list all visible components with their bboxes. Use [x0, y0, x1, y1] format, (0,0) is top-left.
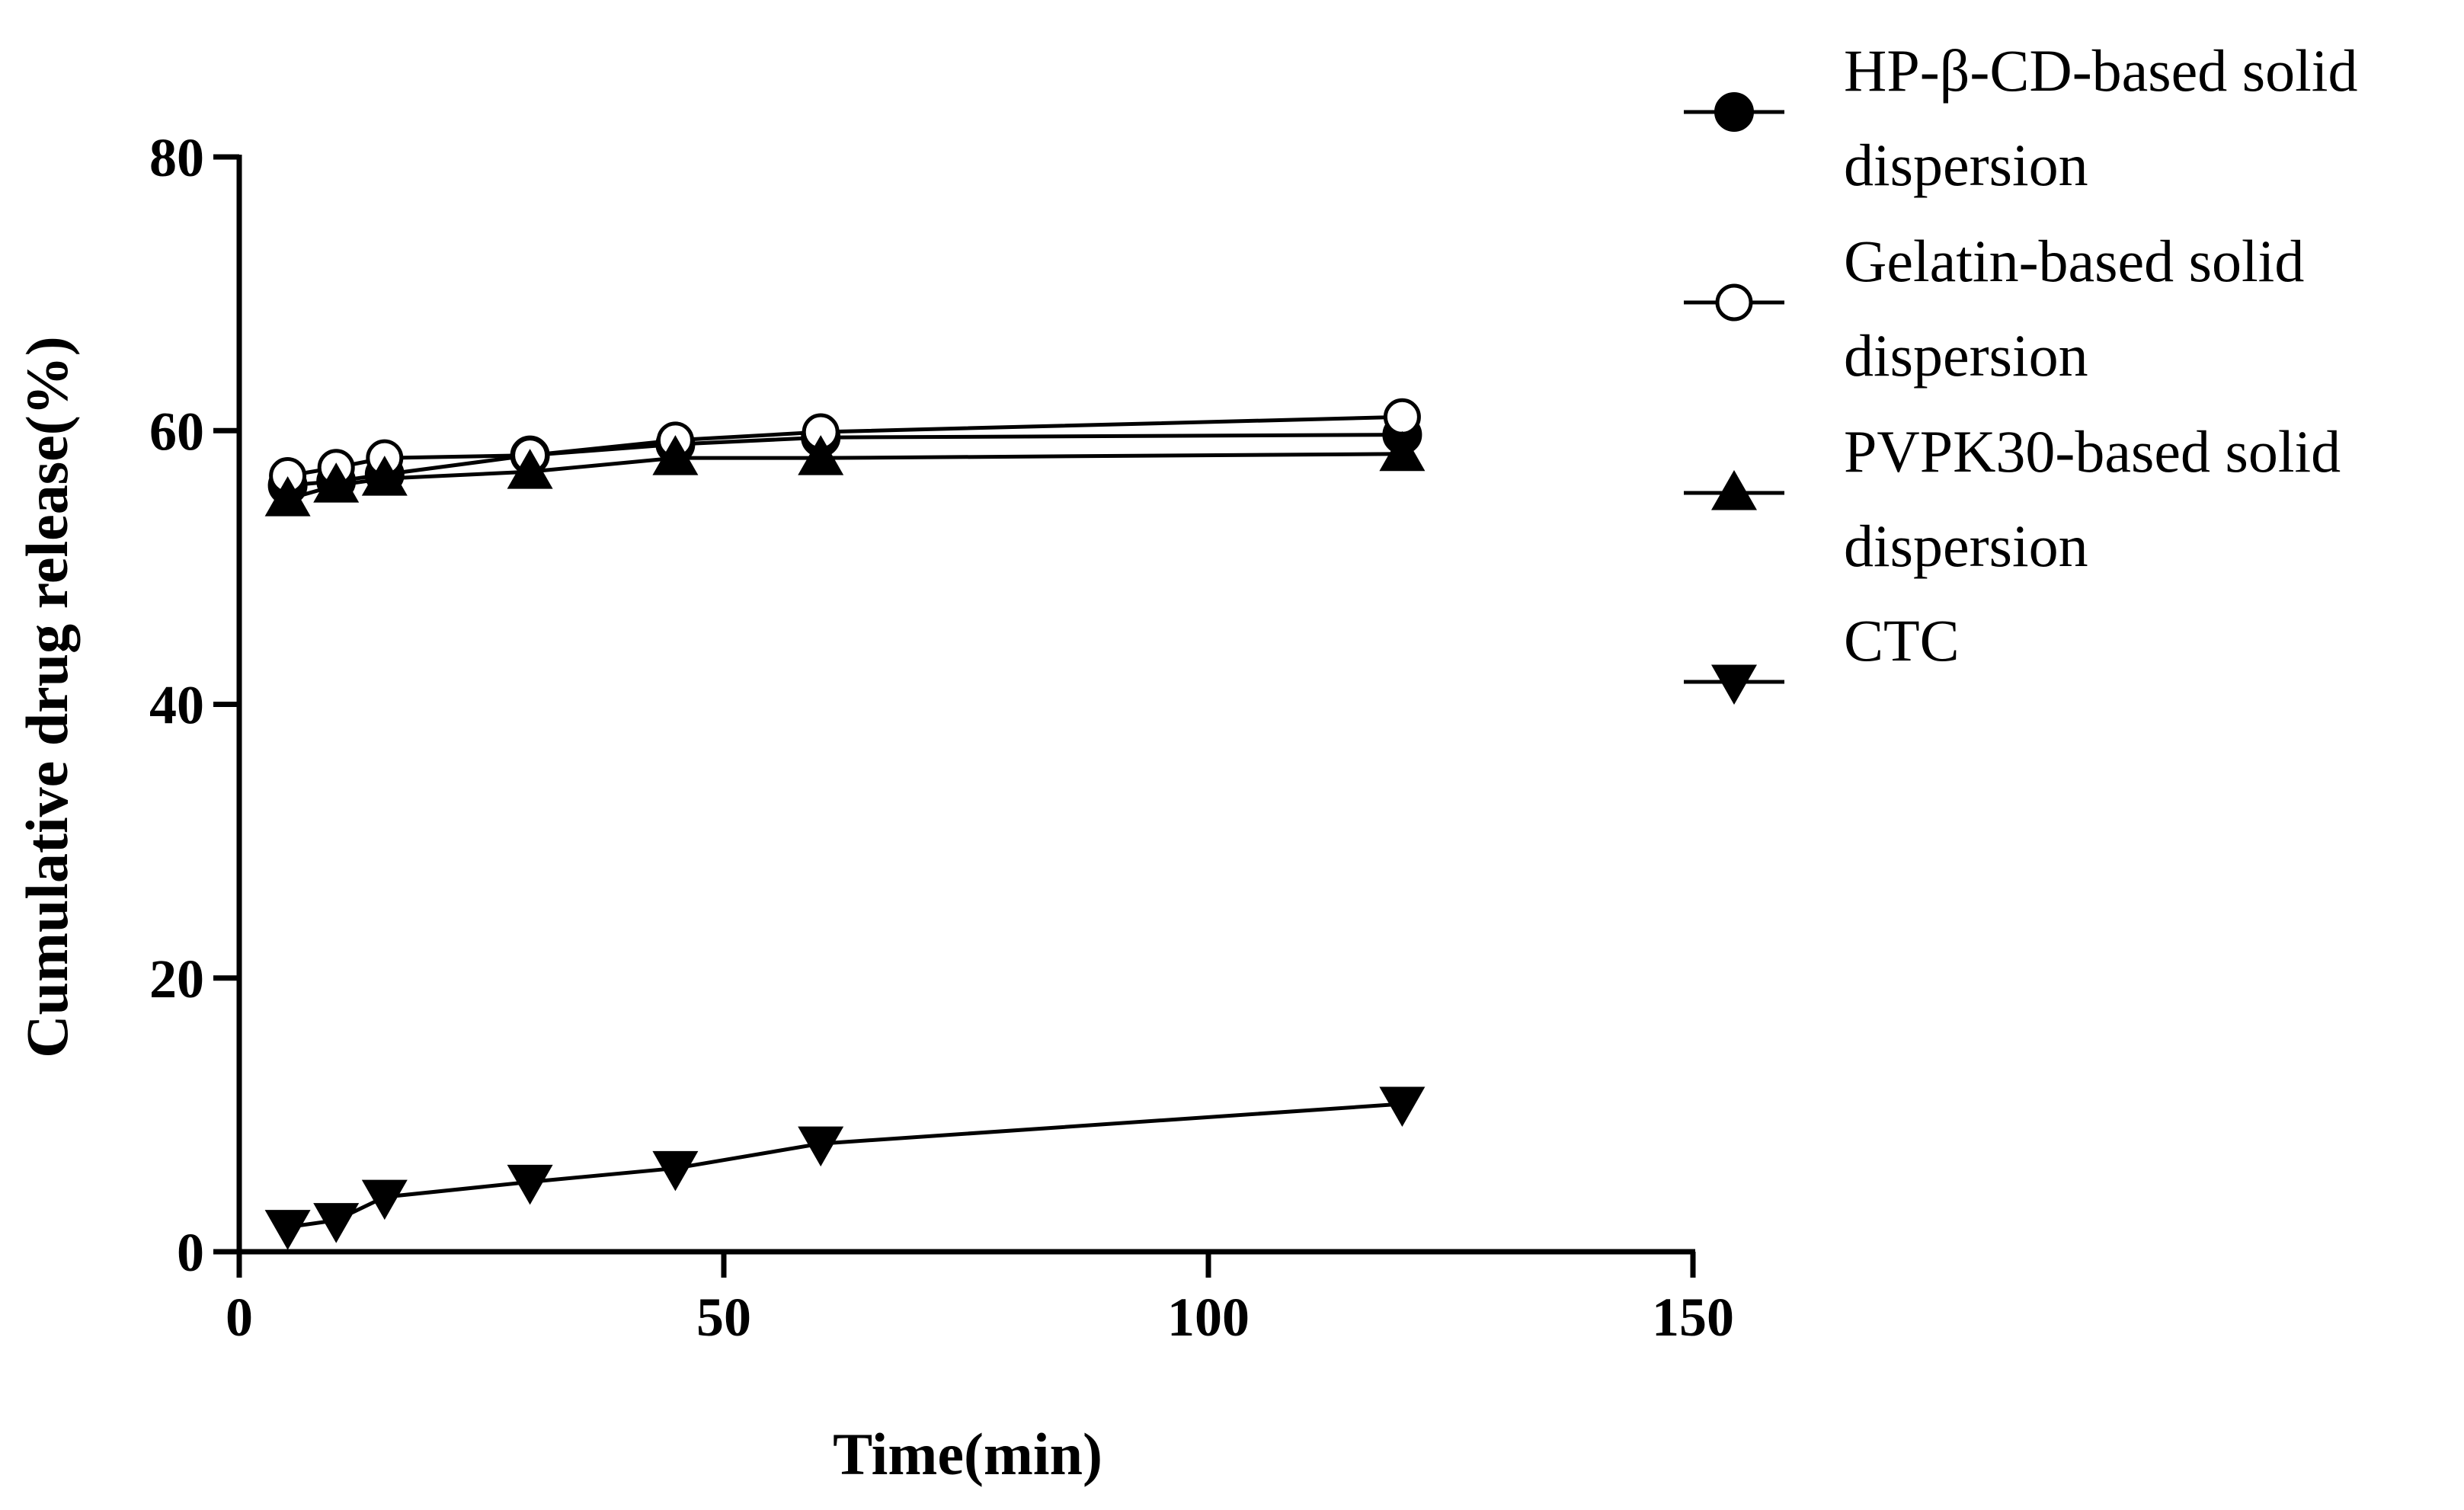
data-point: [652, 1150, 699, 1192]
legend-label: CTC: [1844, 607, 1960, 673]
data-point: [798, 1126, 844, 1167]
x-tick-label: 150: [1652, 1287, 1734, 1348]
legend-marker: [1715, 283, 1753, 322]
legend-entry-3: PVPK30-based solid dispersion: [1684, 418, 2341, 579]
legend-label: Gelatin-based solid: [1844, 228, 2304, 294]
legend-entry-1: HP-β-CD-based solid dispersion: [1684, 37, 2357, 198]
y-tick-label: 60: [149, 401, 204, 462]
legend-entry-4: CTC: [1684, 607, 1960, 705]
axes: 0 20 40 60 80 0 50 100 150: [149, 127, 1734, 1348]
legend-label: PVPK30-based solid: [1844, 418, 2341, 485]
series-2: [269, 398, 1421, 495]
x-axis-title: Time(min): [833, 1421, 1102, 1487]
series-line: [287, 433, 1403, 488]
series-line: [287, 1102, 1403, 1230]
legend-marker: [1714, 92, 1754, 132]
y-tick-label: 20: [149, 949, 204, 1009]
legend-label: dispersion: [1844, 322, 2088, 389]
legend-marker: [1711, 470, 1757, 510]
data-point: [361, 1179, 408, 1220]
data-point: [652, 435, 699, 475]
y-tick-label: 40: [149, 675, 204, 736]
data-point: [507, 1164, 553, 1205]
legend-label: dispersion: [1844, 513, 2088, 579]
legend-label: dispersion: [1844, 132, 2088, 198]
legend-entry-2: Gelatin-based solid dispersion: [1684, 228, 2304, 389]
data-point: [1383, 398, 1421, 436]
series-layer: [264, 398, 1426, 1250]
data-point: [313, 462, 360, 503]
data-point: [264, 476, 311, 517]
data-point: [1379, 1086, 1426, 1128]
series-line: [286, 452, 1403, 501]
data-point: [264, 1210, 311, 1250]
legend-marker: [1711, 664, 1757, 705]
y-tick-label: 0: [177, 1222, 204, 1283]
data-point: [361, 456, 408, 496]
data-point: [798, 435, 844, 475]
legend-label: HP-β-CD-based solid: [1844, 37, 2357, 104]
y-axis-title: Cumulative drug release(%): [14, 336, 80, 1057]
data-point: [1379, 430, 1426, 472]
y-tick-label: 80: [149, 127, 204, 188]
series-3: [264, 430, 1426, 517]
x-tick-label: 0: [226, 1287, 253, 1348]
legend: HP-β-CD-based soliddispersionGelatin-bas…: [1684, 37, 2357, 705]
series-4: [264, 1086, 1426, 1250]
x-tick-label: 100: [1167, 1287, 1250, 1348]
data-point: [313, 1203, 360, 1243]
data-point: [507, 449, 553, 489]
x-tick-label: 50: [696, 1287, 751, 1348]
